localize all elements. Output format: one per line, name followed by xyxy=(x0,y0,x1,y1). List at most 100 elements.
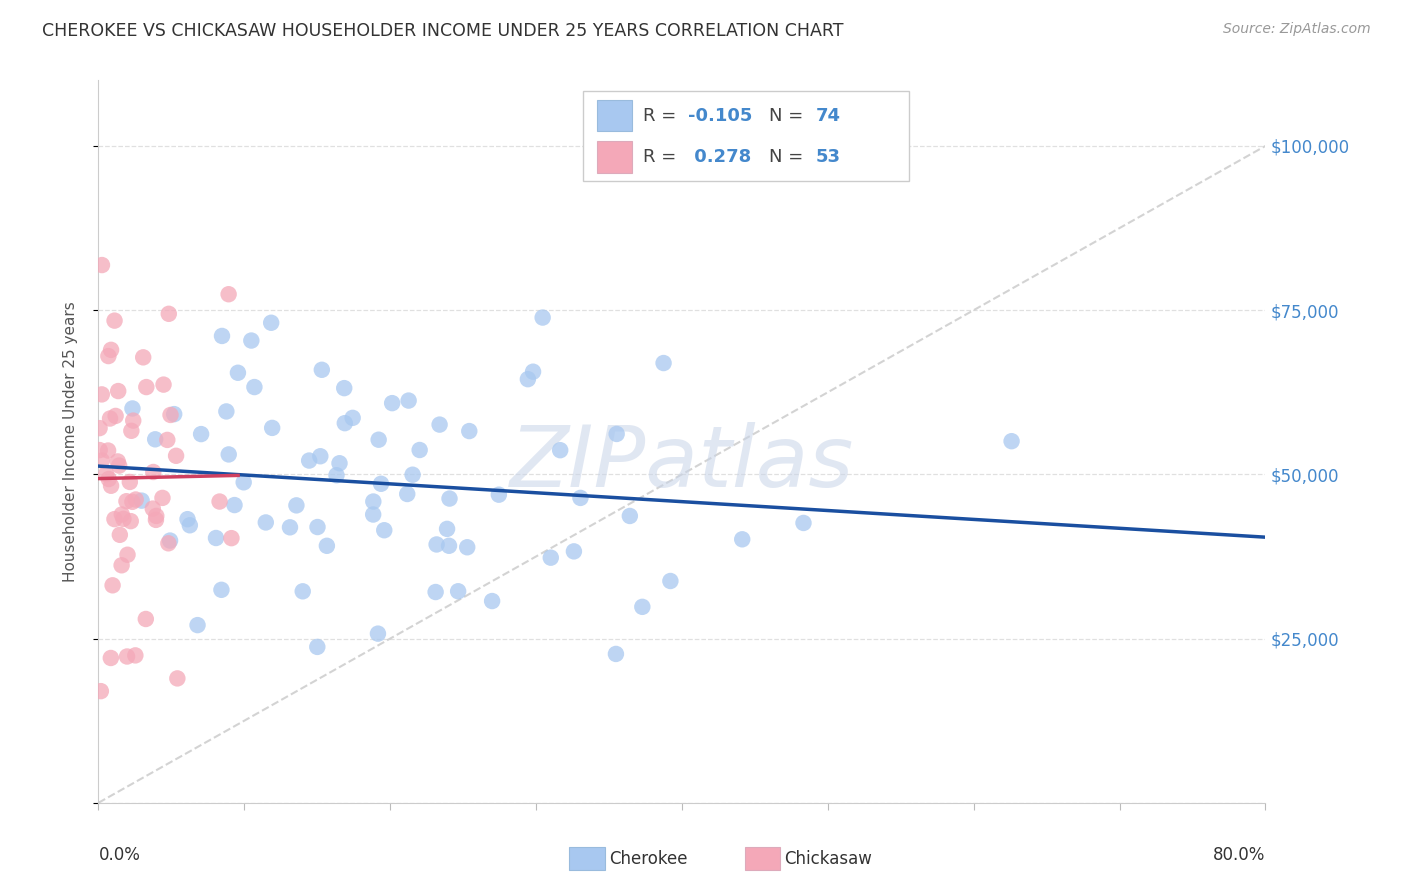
Point xyxy=(100,479,122,493)
Point xyxy=(401,467,423,482)
Point xyxy=(262,421,284,435)
Point xyxy=(103,313,125,327)
Point xyxy=(121,401,143,416)
Point xyxy=(328,456,350,470)
Point xyxy=(381,396,404,410)
Point xyxy=(165,449,187,463)
Point xyxy=(152,377,174,392)
Point xyxy=(531,310,554,325)
Text: Chickasaw: Chickasaw xyxy=(785,850,873,868)
Point xyxy=(97,472,120,486)
Y-axis label: Householder Income Under 25 years: Householder Income Under 25 years xyxy=(63,301,77,582)
Point xyxy=(124,648,146,663)
Point xyxy=(429,417,451,432)
Point xyxy=(243,380,266,394)
Point xyxy=(605,647,627,661)
Point xyxy=(731,533,754,547)
Point xyxy=(107,384,129,398)
Point xyxy=(156,433,179,447)
Point xyxy=(307,640,329,654)
Point xyxy=(232,475,254,490)
Point xyxy=(98,411,121,425)
Point xyxy=(522,365,544,379)
Point xyxy=(488,488,510,502)
Point xyxy=(176,512,198,526)
Point xyxy=(100,343,122,357)
Point xyxy=(90,453,112,467)
Point xyxy=(101,578,124,592)
Point xyxy=(215,404,238,418)
Text: ZIPatlas: ZIPatlas xyxy=(510,422,853,505)
Point xyxy=(107,454,129,468)
Point xyxy=(120,514,142,528)
Point xyxy=(111,508,134,522)
Point xyxy=(548,443,571,458)
Point xyxy=(606,426,628,441)
Point xyxy=(298,453,321,467)
Point xyxy=(143,432,166,446)
Point xyxy=(89,443,111,458)
Point xyxy=(436,522,458,536)
Point xyxy=(121,495,143,509)
Point xyxy=(631,599,654,614)
Point xyxy=(115,649,138,664)
Point xyxy=(89,421,111,435)
Point xyxy=(425,585,447,599)
Point xyxy=(569,491,592,505)
Point xyxy=(439,491,461,506)
Point xyxy=(94,467,117,482)
Point xyxy=(142,501,165,516)
Point xyxy=(166,672,188,686)
Point xyxy=(142,465,165,479)
Point xyxy=(145,513,167,527)
Point xyxy=(187,618,209,632)
Point xyxy=(285,499,308,513)
Point xyxy=(1000,434,1022,449)
Point xyxy=(157,536,180,550)
Point xyxy=(226,366,249,380)
Point xyxy=(333,416,356,430)
Point xyxy=(159,408,181,422)
Point xyxy=(361,508,384,522)
Point xyxy=(120,424,142,438)
Point xyxy=(135,612,157,626)
Point xyxy=(91,258,114,272)
Text: 0.278: 0.278 xyxy=(688,148,751,166)
Text: R =: R = xyxy=(644,148,682,166)
Point xyxy=(367,626,389,640)
Point xyxy=(398,393,420,408)
Point xyxy=(278,520,301,534)
Point xyxy=(208,494,231,508)
Point xyxy=(254,516,277,530)
Point xyxy=(190,427,212,442)
Point xyxy=(97,443,120,458)
Point xyxy=(652,356,675,370)
Point xyxy=(205,531,228,545)
Point xyxy=(408,442,430,457)
Point xyxy=(260,316,283,330)
Text: -0.105: -0.105 xyxy=(688,106,752,125)
Point xyxy=(309,449,332,463)
Point xyxy=(132,351,155,365)
Text: Cherokee: Cherokee xyxy=(609,850,688,868)
Text: 74: 74 xyxy=(815,106,841,125)
Point xyxy=(240,334,263,348)
Point xyxy=(104,409,127,423)
Point xyxy=(373,523,395,537)
Point xyxy=(108,528,131,542)
Point xyxy=(112,512,135,526)
Point xyxy=(159,533,181,548)
Point xyxy=(370,476,392,491)
Point xyxy=(163,407,186,421)
Point xyxy=(396,487,419,501)
Point xyxy=(619,508,641,523)
Point xyxy=(218,287,240,301)
Point xyxy=(90,387,112,401)
Point xyxy=(562,544,585,558)
Point xyxy=(792,516,814,530)
Point xyxy=(90,684,112,698)
Point xyxy=(209,582,232,597)
Bar xyxy=(596,141,631,173)
Point xyxy=(157,307,180,321)
Point xyxy=(516,372,538,386)
